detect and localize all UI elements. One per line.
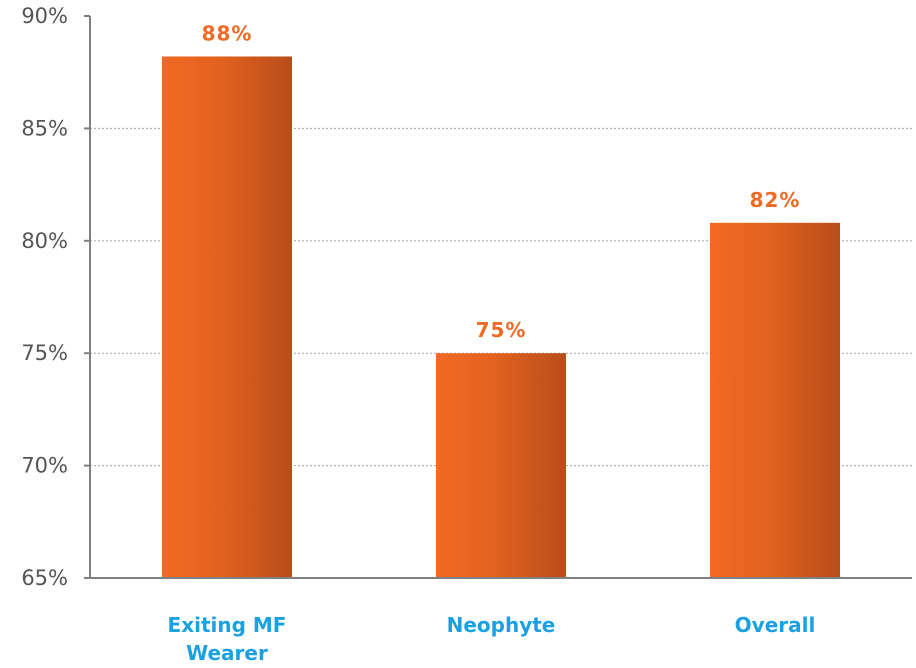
bar <box>162 56 292 579</box>
bar <box>710 222 840 579</box>
labels: 65% 70% 75% 80% 85% 90% 88% Exiting MF Wearer 75%… <box>21 4 815 665</box>
data-label: 88% <box>202 21 253 45</box>
x-tick-label: Overall <box>735 613 816 637</box>
bars <box>162 56 840 579</box>
y-tick-label: 80% <box>21 229 68 253</box>
y-tick-label: 85% <box>21 116 68 140</box>
y-tick-label: 65% <box>21 566 68 590</box>
y-tick-label: 90% <box>21 4 68 28</box>
y-tick-label: 70% <box>21 454 68 478</box>
bar <box>436 353 566 578</box>
data-label: 75% <box>476 318 527 342</box>
y-tick-label: 75% <box>21 341 68 365</box>
axes <box>84 15 912 579</box>
data-label: 82% <box>750 188 801 212</box>
x-tick-label: Exiting MF Wearer <box>168 613 287 665</box>
x-tick-label: Neophyte <box>447 613 556 637</box>
